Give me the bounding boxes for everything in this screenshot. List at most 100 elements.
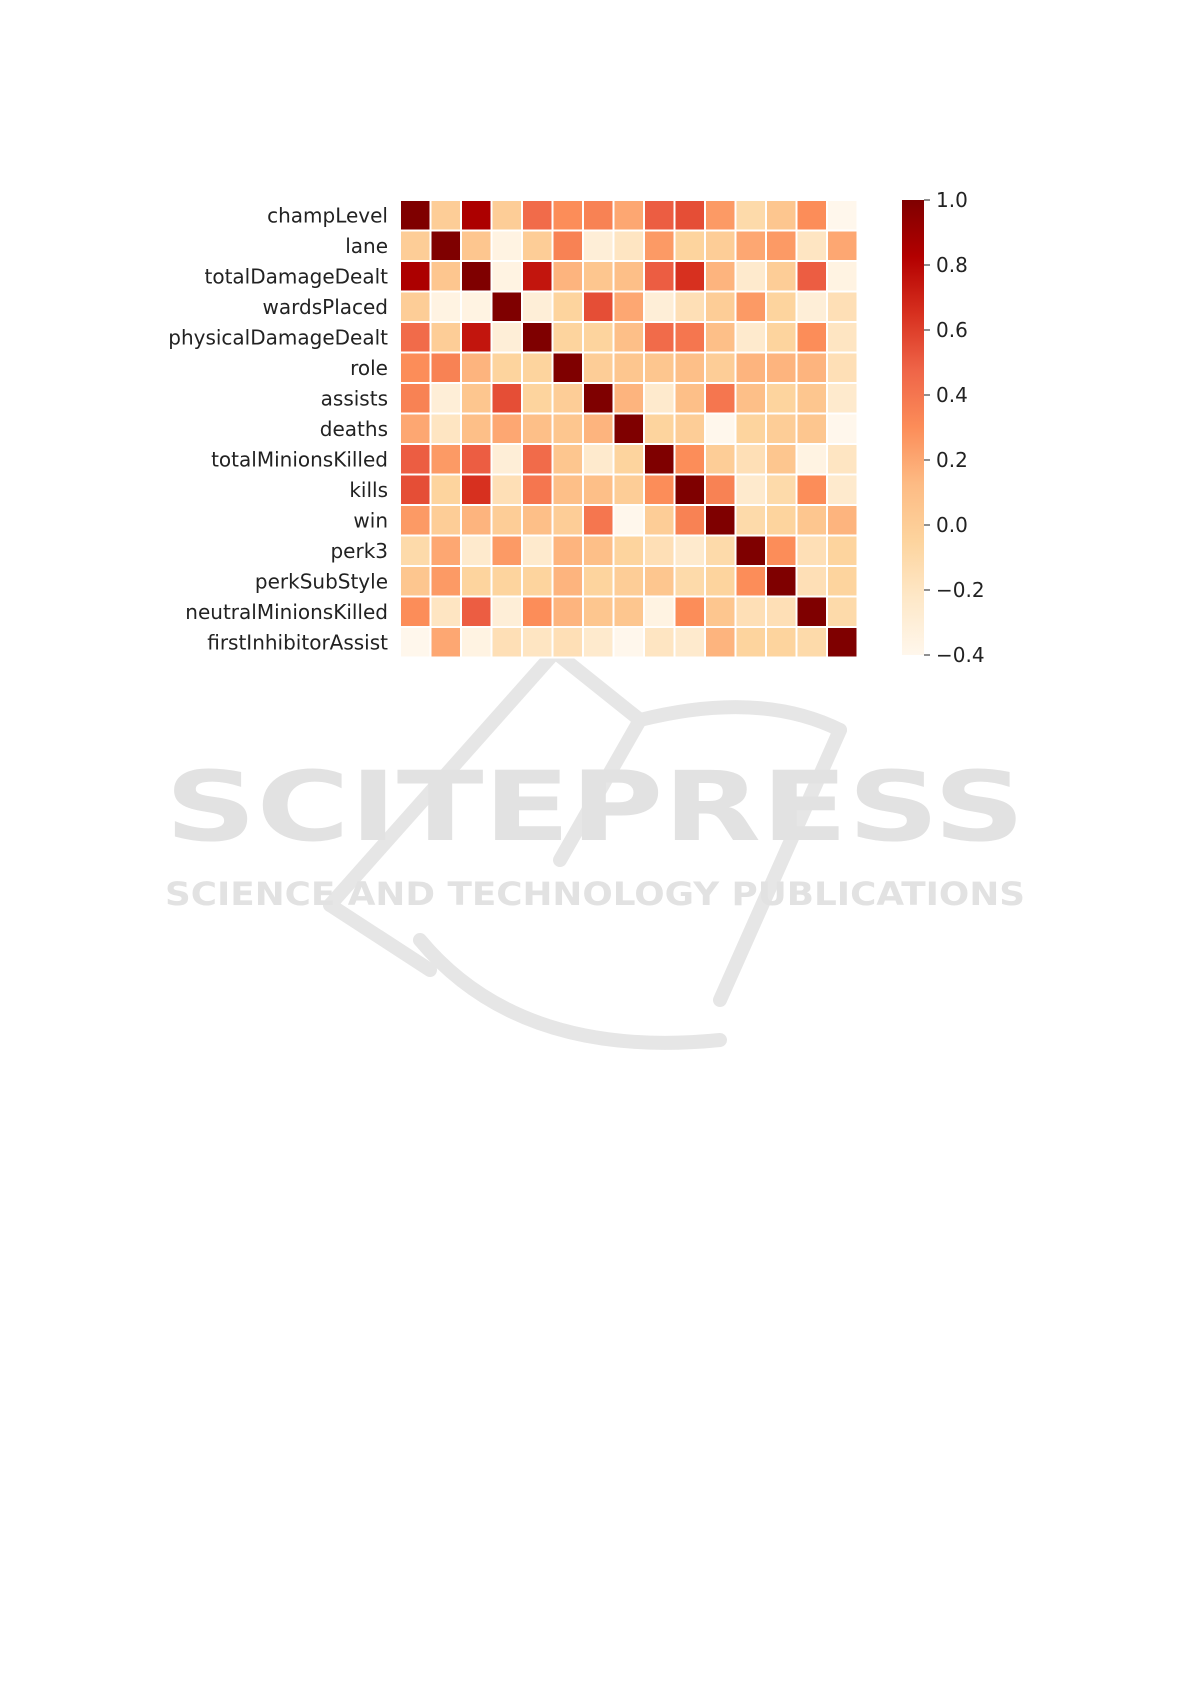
heatmap-cell [795,351,828,384]
row-label: win [353,508,388,532]
heatmap-cell [734,199,767,232]
heatmap-cell [795,321,828,354]
heatmap-cell [490,595,523,628]
heatmap-cell [490,260,523,293]
heatmap-cell [521,443,554,476]
heatmap-cell [826,290,859,323]
heatmap-cell [643,351,676,384]
heatmap-cell [490,565,523,598]
heatmap-cell [490,199,523,232]
heatmap-cell [826,412,859,445]
heatmap-cell [826,565,859,598]
heatmap-cell [521,321,554,354]
heatmap-cell [704,504,737,537]
heatmap-cell [612,229,645,262]
heatmap-cell [734,229,767,262]
heatmap-cell [643,260,676,293]
heatmap-cell [551,504,584,537]
heatmap-cell [612,290,645,323]
heatmap-cell [429,412,462,445]
heatmap-cell [643,504,676,537]
heatmap-cell [795,199,828,232]
heatmap-cell [429,382,462,415]
heatmap-cell [643,473,676,506]
heatmap-cell [582,504,615,537]
heatmap-cell [673,534,706,567]
heatmap-cell [643,321,676,354]
row-label: deaths [320,417,388,441]
heatmap-cell [399,260,432,293]
heatmap-cell [582,199,615,232]
heatmap-cell [734,351,767,384]
heatmap-cell [826,351,859,384]
heatmap-cell [429,504,462,537]
heatmap-cell [429,534,462,567]
heatmap-cell [704,412,737,445]
heatmap-cell [399,504,432,537]
row-label: champLevel [267,203,388,227]
heatmap-cell [643,229,676,262]
heatmap-cell [765,565,798,598]
row-label: firstInhibitorAssist [207,630,388,654]
heatmap-cell [399,351,432,384]
heatmap-cell [643,412,676,445]
heatmap-cell [582,534,615,567]
heatmap-cell [704,321,737,354]
heatmap-cell [673,473,706,506]
row-label: lane [345,234,388,258]
heatmap-cell [460,504,493,537]
heatmap-cell [551,473,584,506]
heatmap-cell [460,443,493,476]
heatmap-cell [399,290,432,323]
heatmap-cell [551,229,584,262]
heatmap-cell [399,412,432,445]
heatmap-cell [399,534,432,567]
heatmap-cell [765,626,798,659]
heatmap-cell [551,321,584,354]
watermark-name: SCITEPRESS [165,751,1025,863]
heatmap-cell [734,290,767,323]
heatmap-cell [582,229,615,262]
heatmap-cell [795,260,828,293]
heatmap-cell [734,565,767,598]
heatmap-cell [582,565,615,598]
heatmap-cell [734,504,767,537]
heatmap-cell [673,504,706,537]
heatmap-cell [490,351,523,384]
heatmap-cell [612,473,645,506]
heatmap-cell [765,382,798,415]
heatmap-cell [704,534,737,567]
heatmap-cell [765,260,798,293]
heatmap-cell [795,382,828,415]
heatmap-cell [429,321,462,354]
colorbar: 1.0 0.8 0.6 0.4 0.2 0.0 −0.2 −0.4 [902,188,985,667]
heatmap-cell [399,473,432,506]
heatmap-cell [704,351,737,384]
heatmap-cell [521,290,554,323]
heatmap-cell [734,321,767,354]
heatmap-cell [460,473,493,506]
heatmap-cell [765,290,798,323]
heatmap-cell [521,504,554,537]
heatmap-cell [460,595,493,628]
heatmap-cell [551,565,584,598]
heatmap-cell [765,534,798,567]
heatmap-cell [399,321,432,354]
watermark-tagline: SCIENCE AND TECHNOLOGY PUBLICATIONS [165,875,1025,913]
heatmap-cell [582,443,615,476]
heatmap-cell [429,473,462,506]
heatmap-cell [643,595,676,628]
heatmap-cell [429,595,462,628]
heatmap-cell [734,382,767,415]
row-label: neutralMinionsKilled [185,600,388,624]
heatmap-cell [399,565,432,598]
heatmap-cell [582,382,615,415]
heatmap-cell [704,473,737,506]
row-label: kills [349,478,388,502]
heatmap-cell [460,412,493,445]
heatmap-cell [490,473,523,506]
heatmap-cell [521,534,554,567]
heatmap-cell [765,229,798,262]
heatmap-cell [460,290,493,323]
heatmap-cell [399,595,432,628]
